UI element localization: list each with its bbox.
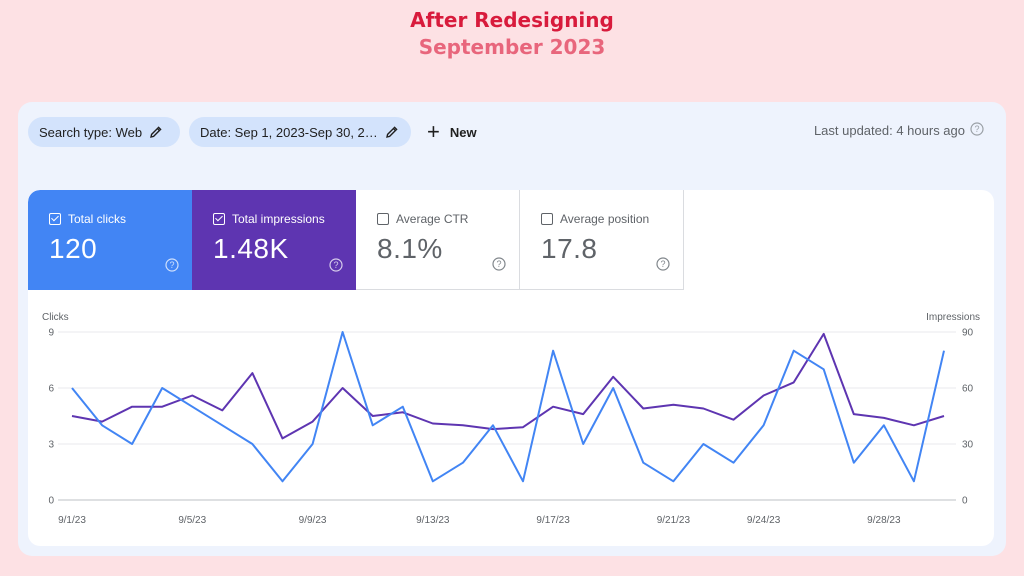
date-filter-chip[interactable]: Date: Sep 1, 2023-Sep 30, 2…	[189, 117, 411, 147]
checkbox-checked-icon[interactable]	[49, 213, 61, 225]
new-filter-label: New	[449, 124, 477, 140]
last-updated-text: Last updated: 4 hours ago	[813, 123, 965, 138]
performance-panel: Search type: Web Date: Sep 1, 2023-Sep 3…	[18, 102, 1006, 556]
help-circle-icon[interactable]: ?	[165, 258, 179, 277]
x-tick-label: 9/13/23	[416, 515, 450, 526]
performance-card: Total clicks 120 ? Total impressions 1.4…	[28, 190, 994, 546]
metric-value: 8.1%	[377, 233, 443, 264]
search-type-filter-chip[interactable]: Search type: Web	[28, 117, 180, 147]
series-line-impressions	[71, 332, 945, 440]
x-tick-label: 9/24/23	[747, 515, 781, 526]
x-tick-label: 9/17/23	[536, 515, 570, 526]
last-updated-status: Last updated: 4 hours ago ?	[814, 122, 984, 139]
x-tick-label: 9/1/23	[58, 515, 86, 526]
date-filter-label: Date: Sep 1, 2023-Sep 30, 2…	[200, 124, 378, 140]
metric-average-ctr[interactable]: Average CTR 8.1% ?	[356, 190, 520, 290]
y-right-axis-label: Impressions	[926, 312, 980, 323]
x-tick-label: 9/21/23	[657, 515, 691, 526]
y-left-axis-label: Clicks	[42, 312, 69, 323]
checkbox-unchecked-icon[interactable]	[377, 213, 389, 225]
series-line-clicks	[71, 331, 945, 483]
help-circle-icon[interactable]: ?	[329, 258, 343, 277]
help-circle-icon[interactable]: ?	[970, 122, 984, 139]
y-right-tick-label: 30	[962, 440, 974, 451]
new-filter-button[interactable]: + New	[427, 117, 477, 147]
metric-value: 1.48K	[213, 233, 289, 264]
metric-total-clicks[interactable]: Total clicks 120 ?	[28, 190, 192, 290]
metric-label: Average CTR	[396, 212, 469, 226]
y-left-tick-label: 0	[48, 496, 54, 507]
x-tick-label: 9/28/23	[867, 515, 901, 526]
y-left-tick-label: 6	[48, 384, 54, 395]
y-right-tick-label: 60	[962, 384, 974, 395]
svg-text:?: ?	[974, 124, 979, 134]
y-left-tick-label: 9	[48, 328, 54, 339]
y-right-tick-label: 0	[962, 496, 968, 507]
metric-label: Total clicks	[68, 212, 127, 226]
metric-value: 17.8	[541, 233, 598, 264]
y-right-tick-label: 90	[962, 328, 974, 339]
edit-pencil-icon	[385, 126, 398, 138]
plus-icon: +	[427, 119, 440, 144]
help-circle-icon[interactable]: ?	[492, 257, 506, 276]
metric-label: Total impressions	[232, 212, 325, 226]
x-tick-label: 9/9/23	[299, 515, 327, 526]
help-circle-icon[interactable]: ?	[656, 257, 670, 276]
svg-text:?: ?	[333, 260, 338, 270]
checkbox-unchecked-icon[interactable]	[541, 213, 553, 225]
metric-total-impressions[interactable]: Total impressions 1.48K ?	[192, 190, 356, 290]
slide-subtitle: September 2023	[418, 35, 606, 59]
slide-title: After Redesigning	[410, 8, 614, 32]
svg-text:?: ?	[496, 259, 501, 269]
metric-label: Average position	[560, 212, 650, 226]
metric-value: 120	[49, 233, 98, 264]
search-type-filter-label: Search type: Web	[39, 124, 143, 140]
svg-text:?: ?	[660, 259, 665, 269]
edit-pencil-icon	[150, 126, 162, 138]
y-left-tick-label: 3	[48, 440, 54, 451]
checkbox-checked-icon[interactable]	[213, 213, 225, 225]
metric-average-position[interactable]: Average position 17.8 ?	[520, 190, 684, 290]
svg-text:?: ?	[169, 260, 174, 270]
x-tick-label: 9/5/23	[178, 515, 206, 526]
